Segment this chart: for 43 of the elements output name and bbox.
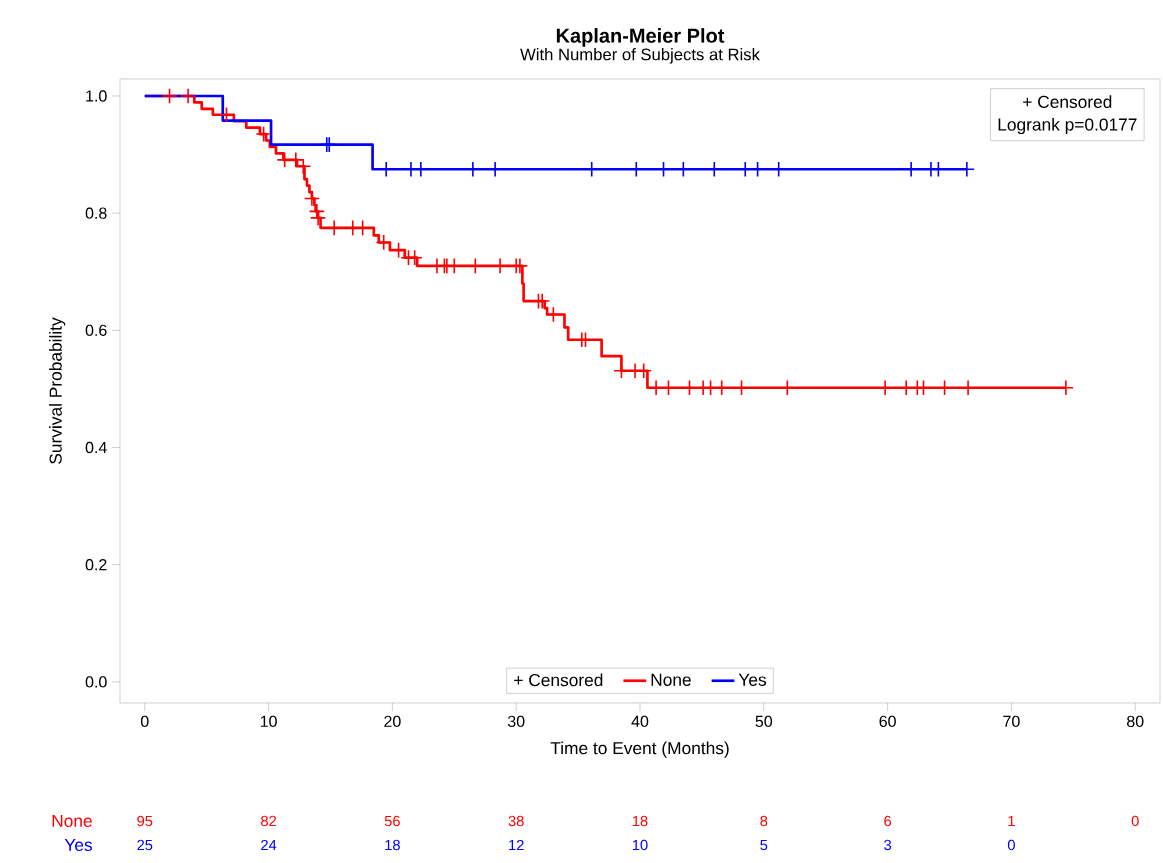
text: 0 bbox=[1007, 839, 1015, 851]
x-tick-label: 70 bbox=[1003, 715, 1020, 728]
text: 25 bbox=[137, 839, 153, 851]
x-tick-label: 50 bbox=[755, 715, 773, 728]
chart-title: Kaplan-Meier Plot bbox=[556, 28, 725, 47]
x-tick-label: 10 bbox=[260, 715, 277, 728]
x-tick-label: 40 bbox=[631, 715, 649, 728]
x-tick-label: 0 bbox=[140, 715, 149, 728]
text: Yes bbox=[64, 838, 93, 852]
legend-title: + Censored bbox=[514, 673, 603, 687]
x-axis-title: Time to Event (Months) bbox=[550, 741, 729, 758]
text: 12 bbox=[509, 839, 524, 851]
chart-subtitle: With Number of Subjects at Risk bbox=[520, 48, 760, 64]
y-axis-title: Survival Probability bbox=[49, 317, 66, 464]
text: 56 bbox=[384, 815, 400, 827]
text: 18 bbox=[385, 839, 400, 851]
y-tick-label: 1.0 bbox=[86, 90, 107, 102]
text: 18 bbox=[632, 815, 648, 827]
text: None bbox=[52, 814, 92, 828]
legend-label: Yes bbox=[738, 673, 767, 686]
text: 8 bbox=[760, 815, 768, 827]
y-tick-label: 0.6 bbox=[85, 324, 107, 336]
text: 10 bbox=[632, 839, 648, 851]
x-tick-label: 60 bbox=[879, 715, 896, 728]
text: 24 bbox=[261, 839, 277, 851]
text: 0 bbox=[1131, 815, 1139, 827]
text: 3 bbox=[884, 839, 892, 851]
y-tick-label: 0.0 bbox=[85, 676, 107, 688]
legend-label: None bbox=[651, 673, 691, 686]
text: 95 bbox=[137, 815, 153, 827]
annotation: Logrank p=0.0177 bbox=[998, 117, 1137, 135]
text: 38 bbox=[508, 815, 524, 827]
text: 5 bbox=[760, 839, 768, 851]
y-tick-label: 0.8 bbox=[85, 207, 107, 219]
annotation: + Censored bbox=[1023, 95, 1112, 109]
y-tick-label: 0.2 bbox=[85, 559, 107, 571]
x-tick-label: 30 bbox=[507, 715, 525, 728]
text: 6 bbox=[884, 815, 892, 827]
text: 82 bbox=[261, 815, 276, 827]
text: 1 bbox=[1008, 815, 1015, 827]
x-tick-label: 20 bbox=[384, 715, 401, 728]
y-tick-label: 0.4 bbox=[85, 441, 107, 454]
x-tick-label: 80 bbox=[1127, 715, 1144, 728]
